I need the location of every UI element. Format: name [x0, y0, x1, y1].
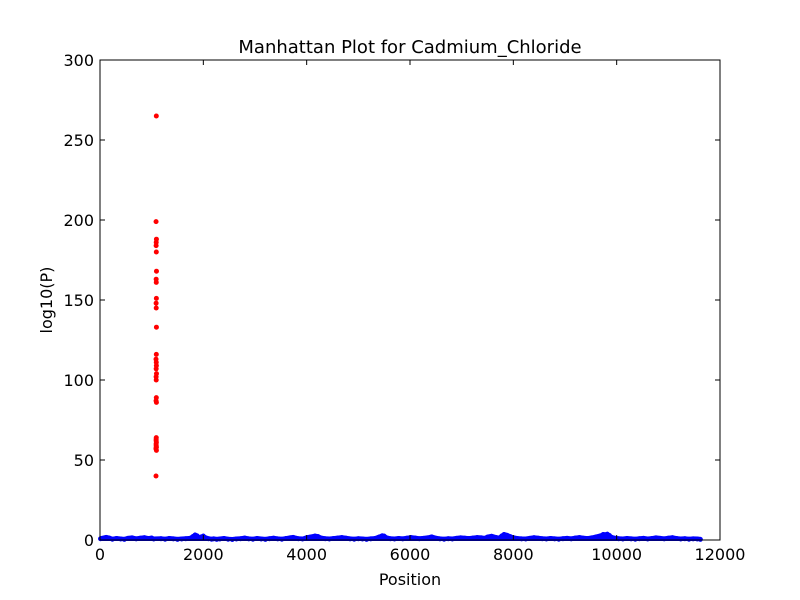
- y-tick-label: 50: [74, 451, 94, 470]
- x-tick-label: 0: [95, 545, 105, 564]
- significant-point: [153, 399, 159, 405]
- background-point: [412, 535, 418, 541]
- x-tick-label: 2000: [183, 545, 224, 564]
- background-point: [151, 536, 157, 542]
- chart-title: Manhattan Plot for Cadmium_Chloride: [238, 37, 581, 58]
- significant-point: [153, 268, 159, 274]
- y-tick-label: 250: [63, 131, 94, 150]
- background-point: [535, 535, 541, 541]
- background-point: [593, 534, 599, 540]
- significant-point: [153, 113, 159, 119]
- significant-point: [153, 436, 159, 442]
- x-tick-label: 8000: [493, 545, 534, 564]
- significant-point: [153, 351, 159, 357]
- y-tick-label: 300: [63, 51, 94, 70]
- background-point: [262, 536, 268, 542]
- significant-point: [153, 473, 159, 479]
- significant-point: [153, 249, 159, 255]
- background-point: [462, 535, 468, 541]
- background-point: [137, 535, 143, 541]
- significant-point: [153, 444, 159, 450]
- x-axis-label: Position: [379, 570, 441, 589]
- significant-point: [153, 219, 159, 225]
- background-point: [572, 535, 578, 541]
- data-points: [98, 113, 703, 543]
- x-tick-label: 10000: [591, 545, 642, 564]
- significant-point: [153, 305, 159, 311]
- background-point: [175, 536, 180, 542]
- background-point: [589, 535, 595, 541]
- significant-point: [153, 295, 159, 301]
- background-point: [308, 534, 314, 540]
- background-point: [697, 536, 703, 542]
- background-point: [343, 535, 349, 541]
- background-point: [458, 535, 464, 541]
- y-tick-label: 200: [63, 211, 94, 230]
- x-tick-label: 4000: [286, 545, 327, 564]
- background-point: [474, 535, 480, 541]
- axis-ticks: 0 2000 4000 6000 8000 10000 12000 0 50 100 150 200 2…: [63, 51, 745, 564]
- background-point: [433, 535, 439, 541]
- significant-point: [153, 279, 159, 285]
- significant-point: [153, 300, 159, 306]
- x-tick-label: 12000: [695, 545, 746, 564]
- background-point: [653, 535, 659, 541]
- background-point: [576, 535, 582, 541]
- significant-point: [153, 366, 159, 372]
- background-point: [364, 536, 370, 542]
- background-point: [129, 535, 135, 541]
- background-point: [470, 535, 476, 541]
- background-point: [242, 535, 248, 541]
- background-point: [665, 535, 671, 541]
- background-point: [141, 535, 147, 541]
- significant-point: [153, 377, 159, 383]
- y-axis-label: log10(P): [37, 267, 56, 334]
- background-point: [404, 535, 410, 541]
- background-point: [669, 535, 675, 541]
- plot-frame: [99, 59, 721, 541]
- background-point: [568, 536, 574, 542]
- y-tick-label: 100: [63, 371, 94, 390]
- background-point: [531, 535, 537, 541]
- background-point: [335, 535, 341, 541]
- y-tick-label: 0: [84, 531, 94, 550]
- background-point: [271, 535, 277, 541]
- x-tick-label: 6000: [390, 545, 431, 564]
- y-tick-label: 150: [63, 291, 94, 310]
- background-point: [425, 535, 431, 541]
- background-point: [581, 535, 587, 541]
- significant-point: [153, 243, 159, 249]
- significant-point: [153, 324, 159, 330]
- background-point: [485, 534, 490, 540]
- background-point: [339, 535, 345, 541]
- background-point: [318, 535, 324, 541]
- background-point: [429, 534, 435, 540]
- background-point: [612, 535, 618, 541]
- background-point: [489, 533, 495, 539]
